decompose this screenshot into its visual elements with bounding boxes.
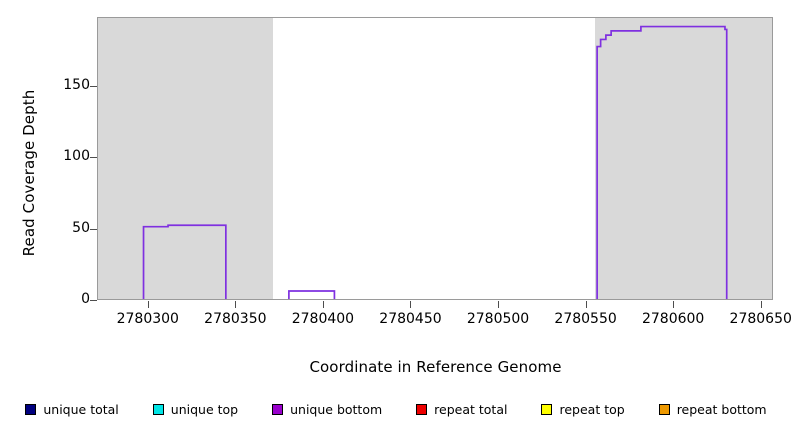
x-tick-mark-2 [322,301,324,308]
legend-label: repeat top [559,401,625,417]
legend-item-unique-top[interactable]: unique top [152,401,239,417]
legend-item-repeat-bottom[interactable]: repeat bottom [658,401,767,417]
x-tick-mark-4 [498,301,500,308]
legend-label: unique top [170,401,239,417]
legend-label: repeat bottom [676,401,767,417]
series-line-layer [142,25,728,299]
y-tick-label-3: 150 [63,76,90,93]
x-tick-label-0: 2780300 [116,311,179,327]
y-axis-title: Read Coverage Depth [20,89,38,257]
y-tick-label-0: 0 [81,291,90,307]
plot-area [97,17,773,300]
shaded-region-1 [595,18,772,299]
y-tick-mark-3 [90,85,97,87]
x-tick-mark-3 [410,301,412,308]
x-tick-mark-5 [585,301,587,308]
series-unique-bottom [142,25,728,299]
x-axis-title: Coordinate in Reference Genome [309,358,562,376]
shaded-region-0 [98,18,274,299]
x-tick-label-2: 2780400 [291,311,355,327]
chart-legend: unique total unique top unique bottom repea… [0,398,792,420]
x-tick-label-3: 2780450 [379,311,442,327]
legend-swatch-icon [416,403,428,415]
y-tick-mark-1 [90,228,97,230]
y-tick-label-2: 100 [63,148,90,165]
legend-item-unique-bottom[interactable]: unique bottom [272,402,382,417]
legend-label: unique total [43,401,119,417]
legend-item-repeat-total[interactable]: repeat total [416,402,507,417]
x-tick-label-5: 2780550 [554,311,617,327]
x-tick-label-6: 2780600 [641,311,705,327]
x-tick-mark-1 [235,301,237,308]
x-tick-mark-0 [147,301,149,308]
legend-label: unique bottom [290,401,383,417]
x-tick-label-7: 2780650 [729,311,792,327]
x-tick-mark-7 [760,301,762,308]
legend-swatch-icon [152,403,164,415]
legend-swatch-icon [25,403,37,415]
legend-swatch-icon [658,403,670,415]
legend-swatch-icon [541,403,553,415]
legend-item-unique-total[interactable]: unique total [25,401,119,417]
legend-swatch-icon [272,403,284,415]
legend-label: repeat total [434,401,508,417]
y-tick-label-1: 50 [72,219,90,236]
x-tick-label-4: 2780500 [466,311,530,327]
x-tick-mark-6 [673,301,675,308]
y-tick-mark-2 [90,157,97,159]
x-tick-label-1: 2780350 [204,311,267,327]
y-tick-mark-0 [90,300,97,301]
legend-item-repeat-top[interactable]: repeat top [541,401,625,417]
